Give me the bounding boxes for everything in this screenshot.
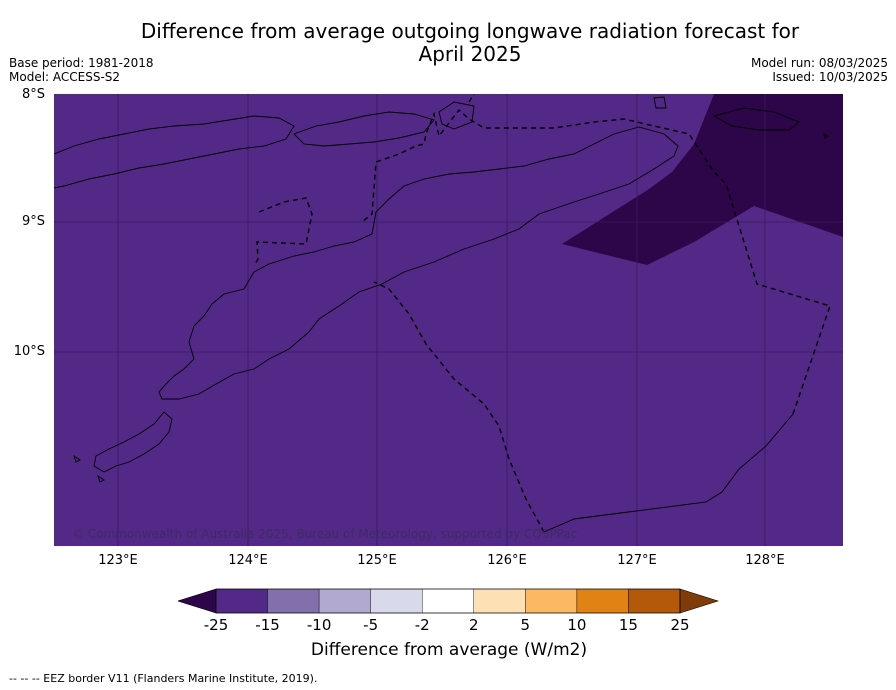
solor-coastline [293,111,435,147]
lon-label-127e: 127°E [617,553,657,568]
colorbar-tick-label: 25 [670,616,690,634]
meta-right: Model run: 08/03/2025 Issued: 10/03/2025 [751,56,888,84]
copyright-notice: © Commonwealth of Australia 2025, Bureau… [72,527,578,541]
colorbar-tick-label: -5 [363,616,379,634]
colorbar-tick-label: 15 [618,616,638,634]
colorbar-tick-label: -10 [306,616,332,634]
colorbar-segment [318,588,371,614]
lon-label-128e: 128°E [745,553,785,568]
colorbar-segment [267,588,320,614]
model-name: Model: ACCESS-S2 [9,70,121,84]
colorbar-segments [215,588,681,614]
eez-border-east [361,108,831,415]
colorbar-under-arrow [178,588,217,614]
title-line-1: Difference from average outgoing longwav… [140,19,800,43]
eez-solid-segment [543,413,794,533]
colorbar [178,588,719,614]
lon-label-124e: 124°E [228,553,268,568]
colorbar-tick-label: -25 [203,616,229,634]
colorbar-over-arrow [679,588,719,614]
colorbar-label: Difference from average (W/m2) [310,640,588,660]
colorbar-segment [370,588,423,614]
wetar-coastline [712,107,800,131]
issued-date: Issued: 10/03/2025 [772,70,888,84]
eez-borders [253,94,831,533]
small-islet-1 [653,96,667,109]
eez-border-north-tip [468,94,475,103]
model-run: Model run: 08/03/2025 [750,56,888,70]
flores-coastline [54,115,295,189]
base-period: Base period: 1981-2018 [9,56,154,70]
sawu-islets [73,454,105,483]
colorbar-segment [628,588,681,614]
colorbar-tick-label: -15 [255,616,280,634]
lat-label-10s: 10°S [13,344,45,359]
timor-coastline [158,126,679,400]
lon-label-123e: 123°E [98,553,138,568]
colorbar-segment [422,588,474,614]
alor-coastline [438,101,475,130]
map-coastlines [54,96,829,533]
meta-left: Base period: 1981-2018 Model: ACCESS-S2 [9,56,154,84]
colorbar-tick-label: 2 [468,616,479,634]
colorbar-segment [215,588,268,614]
lon-label-126e: 126°E [487,553,527,568]
colorbar-segment [525,588,578,614]
small-islet-2 [823,133,829,139]
eez-border-oecusse [253,197,313,267]
colorbar-segment [473,588,526,614]
lat-label-9s: 9°S [21,214,45,229]
lat-label-8s: 8°S [21,87,45,102]
chart-title: Difference from average outgoing longwav… [100,20,840,66]
map-graticule [54,94,843,546]
colorbar-segment [576,588,629,614]
colorbar-tick-label: 5 [520,616,531,634]
rote-coastline [93,411,173,473]
colorbar-tick-label: 10 [567,616,587,634]
colorbar-tick-label: -2 [414,616,430,634]
forecast-map [54,94,843,546]
eez-footnote: -- -- -- EEZ border V11 (Flanders Marine… [9,672,318,685]
lon-label-125e: 125°E [357,553,397,568]
title-line-2: April 2025 [418,42,522,66]
